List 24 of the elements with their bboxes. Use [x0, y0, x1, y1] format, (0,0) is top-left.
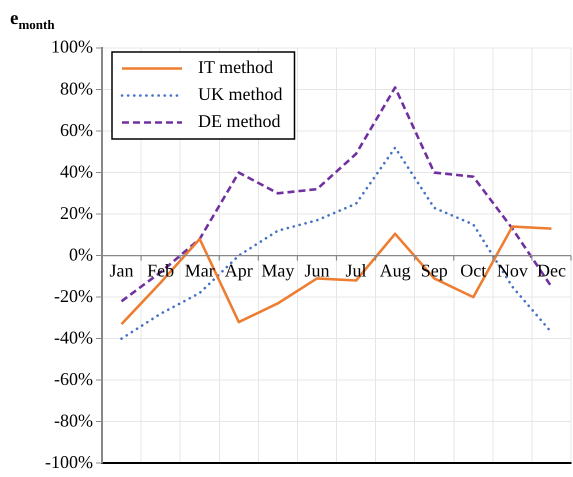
y-tick-label: 40%	[60, 161, 93, 182]
y-tick-label: -80%	[54, 410, 93, 430]
legend-label: UK method	[198, 84, 282, 104]
y-tick-label: 100%	[51, 36, 93, 57]
x-tick-label: Jan	[110, 260, 134, 280]
legend-label: DE method	[198, 111, 280, 132]
x-tick-label: Nov	[496, 260, 528, 280]
y-tick-label: 60%	[60, 120, 93, 140]
y-tick-label: -40%	[54, 327, 93, 348]
x-tick-label: Apr	[224, 260, 253, 280]
y-tick-label: 0%	[69, 244, 93, 264]
x-tick-label: Jun	[304, 260, 330, 280]
y-axis-title: e$_{month}$	[10, 8, 55, 33]
x-tick-label: Aug	[380, 260, 411, 280]
x-tick-label: Oct	[460, 260, 486, 280]
x-tick-label: Mar	[184, 260, 215, 280]
legend-label: IT method	[198, 57, 274, 78]
y-tick-label: -20%	[54, 286, 93, 306]
y-tick-label: 20%	[60, 202, 93, 223]
y-tick-label: -60%	[54, 368, 93, 389]
y-tick-label: -100%	[45, 452, 93, 472]
y-tick-label: 80%	[60, 78, 93, 98]
x-tick-label: May	[261, 260, 294, 280]
x-tick-label: Dec	[536, 260, 566, 280]
